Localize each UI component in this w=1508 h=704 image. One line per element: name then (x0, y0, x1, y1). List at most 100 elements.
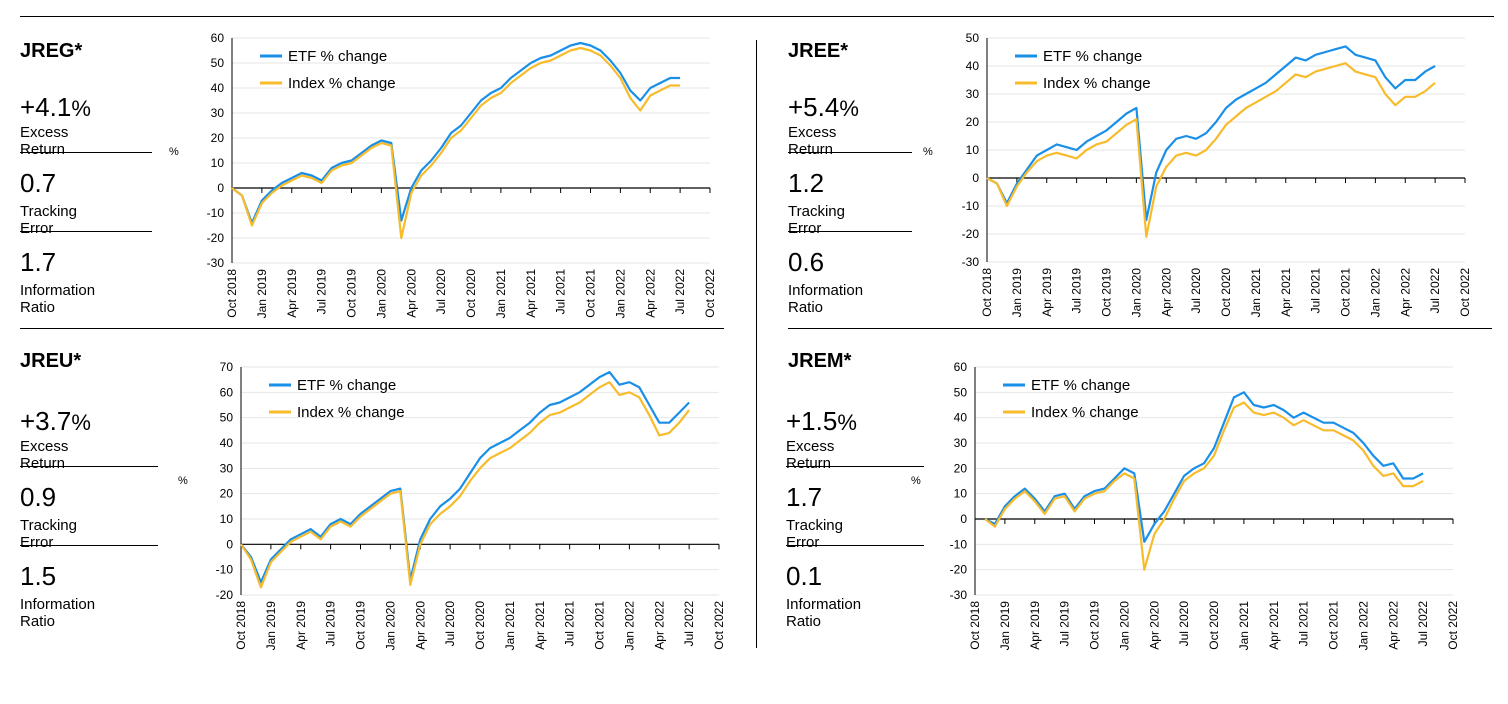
tracking-error-value: 0.7 (20, 168, 57, 198)
y-tick-label: 40 (954, 411, 968, 425)
x-tick-label: Jan 2021 (503, 601, 517, 651)
information-ratio-label: Information Ratio (20, 282, 96, 316)
excess-return-label: Excess Return (788, 124, 837, 158)
x-tick-label: Apr 2022 (1386, 601, 1400, 650)
x-tick-label: Jan 2020 (374, 269, 388, 319)
information-ratio-label: Information Ratio (788, 282, 864, 316)
x-tick-label: Oct 2021 (593, 601, 607, 650)
series-line-etf (240, 371, 690, 584)
y-tick-label: 40 (220, 436, 234, 450)
legend-label-etf: ETF % change (288, 48, 387, 65)
y-tick-label: 50 (954, 385, 968, 399)
x-tick-label: Jul 2019 (315, 269, 329, 315)
x-tick-label: Oct 2022 (712, 601, 726, 650)
x-tick-label: Jul 2019 (1058, 601, 1072, 647)
tracking-error-label: Tracking Error (20, 203, 77, 237)
excess-return-value: +5.4% (788, 92, 859, 122)
y-tick-label: 30 (966, 87, 980, 101)
legend-label-index: Index % change (297, 404, 405, 421)
x-tick-label: Apr 2019 (285, 269, 299, 318)
row-divider-left (20, 328, 724, 329)
y-tick-label: 0 (226, 537, 233, 551)
x-tick-label: Jul 2019 (324, 601, 338, 647)
y-tick-label: 0 (972, 171, 979, 185)
y-tick-label: 60 (954, 360, 968, 374)
panel-ticker: JREM* (788, 350, 852, 372)
x-tick-label: Jan 2022 (1368, 268, 1382, 318)
x-tick-label: Apr 2019 (1040, 268, 1054, 317)
panel-ticker: JREU* (20, 350, 82, 372)
y-tick-label: 20 (211, 131, 225, 145)
y-tick-label: -10 (962, 199, 980, 213)
x-tick-label: Apr 2020 (1147, 601, 1161, 650)
y-tick-label: 50 (966, 31, 980, 45)
legend-label-index: Index % change (1043, 75, 1151, 92)
y-tick-label: 60 (220, 385, 234, 399)
x-tick-label: Oct 2020 (1207, 601, 1221, 650)
x-tick-label: Jan 2020 (383, 601, 397, 651)
legend-label-etf: ETF % change (297, 377, 396, 394)
metric-divider (20, 545, 158, 546)
information-ratio-value: 0.6 (788, 247, 825, 277)
x-tick-label: Jan 2022 (622, 601, 636, 651)
y-tick-label: 50 (220, 411, 234, 425)
x-tick-label: Apr 2022 (643, 269, 657, 318)
y-tick-label: -10 (950, 537, 968, 551)
y-tick-label: 30 (211, 106, 225, 120)
x-tick-label: Oct 2019 (345, 269, 359, 318)
y-tick-label: 10 (966, 143, 980, 157)
series-line-etf (231, 41, 681, 225)
y-unit-label: % (169, 146, 179, 158)
x-tick-label: Apr 2021 (1279, 268, 1293, 317)
series-line-index (231, 46, 681, 240)
x-tick-label: Jul 2020 (434, 269, 448, 315)
x-tick-label: Jul 2019 (1070, 268, 1084, 314)
tracking-error-value: 1.2 (788, 168, 825, 198)
y-tick-label: 50 (211, 56, 225, 70)
excess-return-value: +1.5% (786, 406, 857, 436)
metric-divider (20, 231, 152, 232)
excess-return-value: +4.1% (20, 92, 91, 122)
x-tick-label: Jul 2022 (673, 269, 687, 315)
x-tick-label: Jan 2019 (264, 601, 278, 651)
information-ratio-value: 0.1 (786, 561, 823, 591)
x-tick-label: Apr 2019 (294, 601, 308, 650)
x-tick-label: Jul 2020 (1189, 268, 1203, 314)
y-tick-label: 30 (220, 461, 234, 475)
information-ratio-value: 1.5 (20, 561, 57, 591)
x-tick-label: Apr 2020 (404, 269, 418, 318)
x-tick-label: Oct 2018 (980, 268, 994, 317)
y-tick-label: 10 (220, 512, 234, 526)
x-tick-label: Jul 2022 (1416, 601, 1430, 647)
information-ratio-value: 1.7 (20, 247, 57, 277)
x-tick-label: Jul 2021 (1309, 268, 1323, 314)
excess-return-value: +3.7% (20, 406, 91, 436)
information-ratio-label: Information Ratio (20, 596, 96, 630)
excess-return-label: Excess Return (20, 124, 69, 158)
x-tick-label: Oct 2021 (1327, 601, 1341, 650)
metric-divider (788, 231, 912, 232)
legend-label-etf: ETF % change (1043, 48, 1142, 65)
x-tick-label: Oct 2020 (1219, 268, 1233, 317)
y-tick-label: 30 (954, 436, 968, 450)
x-tick-label: Jan 2019 (998, 601, 1012, 651)
metric-divider (20, 466, 158, 467)
panel-ticker: JREG* (20, 40, 83, 62)
excess-return-label: Excess Return (786, 438, 835, 472)
excess-return-label: Excess Return (20, 438, 69, 472)
y-tick-label: 10 (954, 487, 968, 501)
x-tick-label: Jan 2022 (613, 269, 627, 319)
legend-label-index: Index % change (288, 75, 396, 92)
metric-divider (786, 466, 924, 467)
tracking-error-label: Tracking Error (20, 517, 77, 551)
y-tick-label: 20 (954, 461, 968, 475)
x-tick-label: Jul 2021 (1297, 601, 1311, 647)
x-tick-label: Jul 2022 (1428, 268, 1442, 314)
y-tick-label: -30 (962, 255, 980, 269)
x-tick-label: Apr 2020 (1159, 268, 1173, 317)
x-tick-label: Oct 2018 (234, 601, 248, 650)
x-tick-label: Oct 2021 (584, 269, 598, 318)
vertical-divider (756, 40, 757, 648)
y-tick-label: 40 (211, 81, 225, 95)
